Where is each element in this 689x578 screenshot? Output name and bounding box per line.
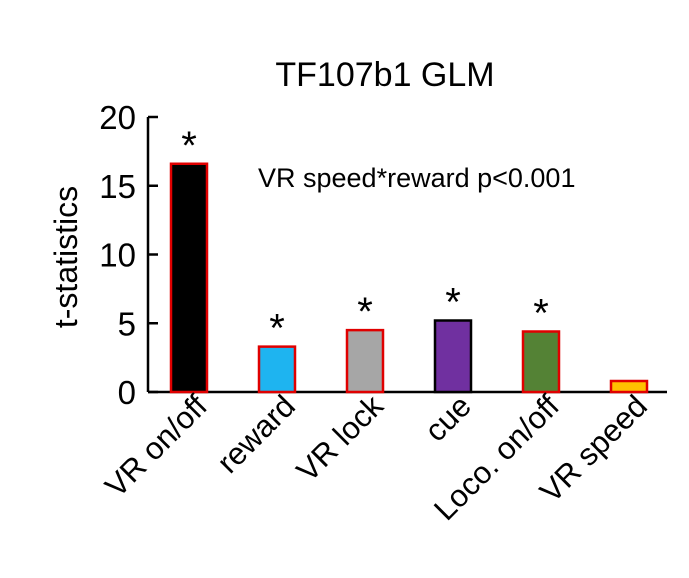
bars	[169, 162, 649, 394]
chart-title: TF107b1 GLM	[275, 56, 494, 94]
significance-marker: *	[533, 292, 549, 336]
bar	[257, 345, 297, 394]
x-tick-label: reward	[210, 388, 302, 480]
x-tick-label: VR lock	[290, 388, 391, 489]
x-tick-label: cue	[418, 388, 478, 448]
bar	[521, 330, 561, 394]
bar	[345, 328, 385, 394]
y-axis-label: t-statistics	[48, 186, 84, 328]
y-tick-label: 0	[118, 374, 136, 411]
y-tick-label: 15	[99, 168, 136, 205]
y-tick-label: 10	[99, 237, 136, 274]
significance-marker: *	[181, 124, 197, 168]
significance-marker: *	[445, 281, 461, 325]
significance-markers: * * * * *	[181, 124, 549, 351]
bar	[433, 319, 473, 394]
y-tick-label: 20	[99, 99, 136, 136]
bar	[609, 379, 649, 394]
x-tick-label: VR on/off	[98, 388, 214, 504]
significance-marker: *	[357, 290, 373, 334]
chart-annotation: VR speed*reward p<0.001	[258, 163, 575, 193]
bar	[169, 162, 209, 394]
y-tick-label: 5	[118, 305, 136, 342]
y-ticks: 0 5 10 15 20	[99, 99, 158, 411]
significance-marker: *	[269, 307, 285, 351]
